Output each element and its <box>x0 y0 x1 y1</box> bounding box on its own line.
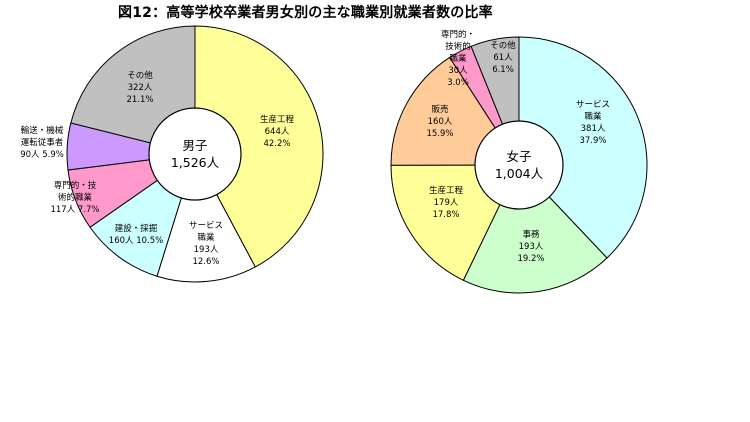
pie-center-label: 男子 1,526人 <box>171 138 220 170</box>
male-pie-chart: 生産工程 644人 42.2% サービス職業 193人 12.6% 建設・採掘 160人 10… <box>20 25 324 283</box>
slice-label-female-1: 事務 193人 19.2% <box>517 229 544 264</box>
slice-label-female-3: 販売 160人 15.9% <box>426 104 453 139</box>
pie-slice-male-1 <box>156 152 256 283</box>
chart-title: 図12：高等学校卒業者男女別の主な職業別就業者数の比率 <box>118 5 493 21</box>
slice-label-male-1: サービス職業 193人 12.6% <box>189 221 223 267</box>
slice-label-male-0: 生産工程 644人 42.2% <box>260 114 295 149</box>
slice-label-female-4: 専門的・技術的職業 30人 3.0% <box>441 29 475 88</box>
slice-label-female-2: 生産工程 179人 17.8% <box>429 185 464 220</box>
pie-center-label: 女子 1,004人 <box>495 149 544 181</box>
pie-slice-male-0 <box>194 25 324 268</box>
slice-label-male-2: 建設・採掘 160人 10.5% <box>109 223 163 246</box>
slice-label-male-4: 輸送・機械運転従事者 90人 5.9% <box>20 125 64 160</box>
female-pie-chart: サービス職業 381人 37.9% 事務 193人 19.2% 生産工程 179人 17.8% 販… <box>390 29 648 294</box>
slice-label-female-5: その他 61人 6.1% <box>490 40 516 75</box>
pie-slice-female-1 <box>462 164 608 294</box>
pie-slice-female-0 <box>518 36 648 259</box>
pie-center-hole <box>474 120 564 210</box>
slice-label-male-3: 専門的・技術的職業 117人 7.7% <box>50 180 99 215</box>
slice-label-female-0: サービス職業 381人 37.9% <box>576 100 610 146</box>
pie-center-hole <box>148 107 242 201</box>
slice-label-male-5: その他 322人 21.1% <box>126 70 153 105</box>
